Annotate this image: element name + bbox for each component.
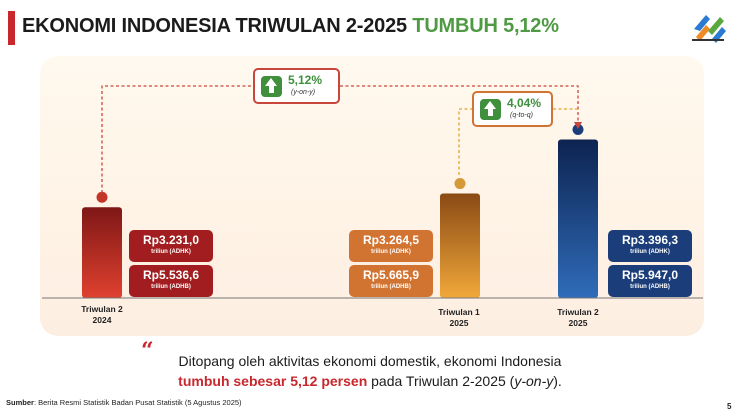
- qtq-growth-label: (q-to-q): [510, 112, 533, 119]
- title-main: EKONOMI INDONESIA TRIWULAN 2-2025: [22, 15, 407, 37]
- yoy-connector: [101, 85, 579, 193]
- up-arrow-icon: [480, 99, 501, 120]
- unit-label: triliun (ADHB): [630, 284, 670, 290]
- data-label: Rp3.264,5: [362, 233, 420, 247]
- data-label: Rp3.396,3: [621, 233, 679, 247]
- caption: Ditopang oleh aktivitas ekonomi domestik…: [150, 351, 590, 391]
- caption-italic: y-on-y: [514, 373, 554, 389]
- tick-line2: 2025: [449, 318, 469, 328]
- caption-rest: pada Triwulan 2-2025 (: [367, 373, 515, 389]
- unit-label: triliun (ADHK): [151, 249, 191, 255]
- source-text: : Berita Resmi Statistik Badan Pusat Sta…: [33, 398, 242, 407]
- adhk-pill-q2-2024: Rp3.231,0 triliun (ADHK): [129, 230, 213, 262]
- unit-label: triliun (ADHB): [371, 284, 411, 290]
- page-title: EKONOMI INDONESIA TRIWULAN 2-2025 TUMBUH…: [22, 15, 559, 38]
- yoy-arrowhead: [574, 122, 582, 129]
- unit-label: triliun (ADHB): [151, 284, 191, 290]
- adhb-pill-q2-2024: Rp5.536,6 triliun (ADHB): [129, 265, 213, 297]
- tick-line1: Triwulan 2: [81, 304, 123, 314]
- x-tick-label-q2-2024: Triwulan 2 2024: [62, 304, 142, 326]
- bar-q2-2025-marker: [572, 124, 584, 136]
- bar-q1-2025: [440, 193, 480, 298]
- unit-label: triliun (ADHK): [371, 249, 411, 255]
- caption-line1: Ditopang oleh aktivitas ekonomi domestik…: [178, 353, 562, 369]
- unit-label: triliun (ADHK): [630, 249, 670, 255]
- up-arrow-icon: [261, 76, 282, 97]
- qtq-connector: [458, 108, 578, 175]
- tick-line1: Triwulan 1: [438, 307, 480, 317]
- bar-q1-2025-marker: [454, 178, 466, 190]
- source-note: Sumber: Berita Resmi Statistik Badan Pus…: [6, 398, 242, 407]
- title-highlight: TUMBUH 5,12%: [412, 15, 559, 37]
- caption-end: ).: [553, 373, 562, 389]
- data-label: Rp5.665,9: [362, 268, 420, 282]
- qtq-growth-value: 4,04%: [507, 96, 542, 110]
- yoy-growth-box: 5,12% (y-on-y): [253, 68, 340, 104]
- title-accent-bar: [8, 11, 15, 45]
- caption-emphasis: tumbuh sebesar 5,12 persen: [178, 373, 368, 389]
- tick-line2: 2025: [568, 318, 588, 328]
- bar-q2-2025: [558, 139, 598, 298]
- data-label: Rp5.947,0: [621, 268, 679, 282]
- page-number: 5: [727, 402, 732, 411]
- bar-q2-2024-marker: [96, 191, 108, 203]
- x-tick-label-q1-2025: Triwulan 1 2025: [419, 307, 499, 329]
- source-label: Sumber: [6, 398, 34, 407]
- data-label: Rp3.231,0: [142, 233, 200, 247]
- tick-line1: Triwulan 2: [557, 307, 599, 317]
- adhk-pill-q1-2025: Rp3.264,5 triliun (ADHK): [349, 230, 433, 262]
- qtq-growth-box: 4,04% (q-to-q): [472, 91, 553, 127]
- x-tick-label-q2-2025: Triwulan 2 2025: [538, 307, 618, 329]
- adhb-pill-q1-2025: Rp5.665,9 triliun (ADHB): [349, 265, 433, 297]
- adhk-pill-q2-2025: Rp3.396,3 triliun (ADHK): [608, 230, 692, 262]
- data-label: Rp5.536,6: [142, 268, 200, 282]
- tick-line2: 2024: [92, 315, 112, 325]
- yoy-growth-label: (y-on-y): [291, 89, 316, 96]
- adhb-pill-q2-2025: Rp5.947,0 triliun (ADHB): [608, 265, 692, 297]
- bar-q2-2024: [82, 207, 122, 298]
- bps-logo-icon: [692, 15, 726, 43]
- quote-icon: “: [141, 338, 154, 364]
- yoy-growth-value: 5,12%: [288, 73, 323, 87]
